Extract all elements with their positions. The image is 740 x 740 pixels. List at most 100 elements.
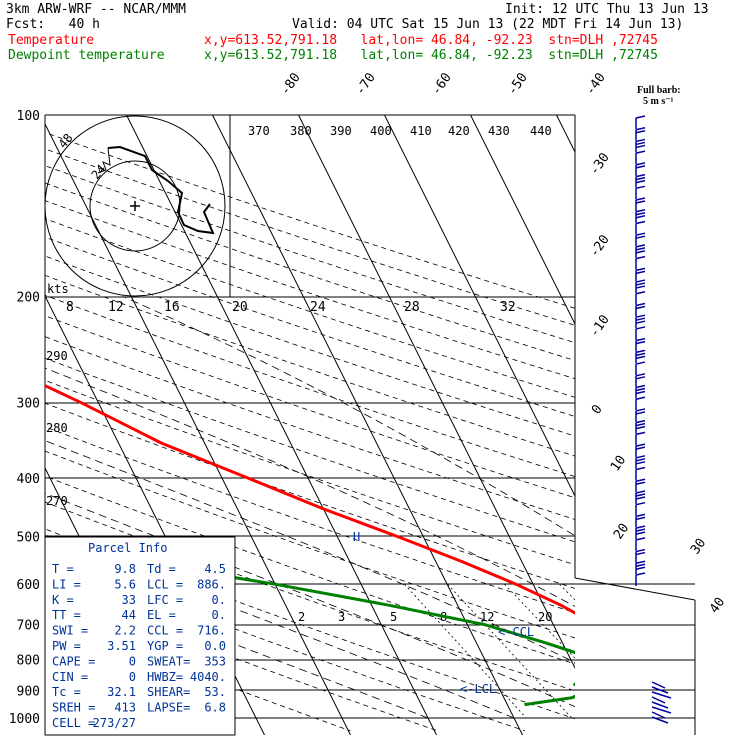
wind-barb-flag — [635, 176, 646, 181]
moist-adiabat — [45, 492, 575, 708]
wind-barb-flag — [635, 197, 646, 201]
wind-barb-flag — [635, 138, 646, 143]
wind-barb-flag — [635, 425, 646, 430]
wind-barb-flag — [635, 560, 646, 565]
wind-barb-flag — [635, 141, 646, 146]
dry-adiabat — [45, 501, 575, 692]
wind-barb-flag — [635, 291, 646, 295]
wind-barb — [635, 419, 646, 434]
isotherm-label: -70 — [353, 70, 379, 98]
wind-barb-flag — [635, 215, 646, 219]
parcel-value: 0. — [212, 593, 226, 607]
theta-label: 380 — [290, 124, 312, 138]
wind-barb-flag — [635, 490, 646, 494]
mixing-ratio-label: 5 — [390, 610, 397, 624]
mixing-ratio-label: 2 — [298, 610, 305, 624]
wind-barb — [635, 431, 646, 446]
wind-barb-flag — [635, 255, 646, 260]
parcel-value: 3.51 — [107, 639, 136, 653]
wind-barb-flag — [635, 337, 646, 342]
wind-barb-flag — [635, 466, 646, 471]
isotherm-label: -20 — [587, 232, 613, 260]
wind-barb-lower — [651, 701, 669, 709]
parcel-value: 0 — [129, 670, 136, 684]
wind-barb-flag — [635, 126, 646, 131]
forecast-hour: Fcst: 40 h — [6, 17, 100, 32]
hodograph-scale-label: 8 — [66, 300, 74, 315]
theta-label: 400 — [370, 124, 392, 138]
parcel-value: 6.8 — [204, 701, 226, 715]
pressure-label: 500 — [17, 530, 40, 545]
dry-adiabat — [45, 426, 575, 614]
isotherm-label: -40 — [583, 70, 609, 98]
wind-barb-flag — [635, 419, 646, 424]
isotherm-label: 20 — [611, 521, 632, 542]
hodograph-scale-label: 28 — [404, 300, 420, 315]
isotherm-label: 0 — [589, 402, 606, 417]
mixing-ratio-line — [504, 583, 575, 659]
parcel-value: 0 — [129, 654, 136, 668]
wind-barb-flag — [635, 376, 646, 380]
isotherm-line — [724, 105, 740, 740]
temperature-legend: Temperature — [8, 33, 95, 48]
wind-barb — [635, 349, 646, 364]
moist-adiabat — [45, 440, 575, 663]
parcel-label: CIN = — [52, 670, 88, 684]
pressure-label: 700 — [17, 619, 40, 634]
wind-barb-flag — [635, 528, 646, 532]
hodograph-trace — [107, 145, 215, 235]
wind-barb — [635, 314, 646, 329]
wind-barb-flag — [635, 422, 646, 427]
wind-barb-flag — [635, 340, 646, 345]
wind-barb-flag — [635, 384, 646, 389]
parcel-title: Parcel Info — [88, 541, 167, 555]
wind-barb-flag — [635, 501, 646, 506]
wind-barb-flag — [635, 387, 646, 392]
wind-barb-flag — [635, 551, 646, 556]
hodograph-ring-label: 48 — [56, 131, 76, 151]
wind-barb — [635, 548, 646, 563]
wind-barb — [635, 138, 646, 153]
wind-barb-lower — [651, 716, 669, 724]
wind-barb-flag — [635, 431, 646, 436]
wind-barb-flag — [635, 285, 646, 289]
wind-barb — [635, 501, 646, 516]
wind-barb-flag — [635, 162, 646, 166]
wind-barb-flag — [635, 516, 646, 521]
theta-label: 370 — [248, 124, 270, 138]
wind-barb — [635, 478, 646, 493]
temperature-profile — [45, 383, 575, 615]
moist-adiabat — [45, 534, 515, 719]
wind-barb — [635, 115, 646, 129]
parcel-label: Tc = — [52, 685, 81, 699]
wind-barb-flag — [635, 390, 646, 395]
wind-barb-flag — [635, 200, 646, 204]
barb-key-line1: Full barb: — [637, 85, 681, 96]
pressure-label: 100 — [17, 109, 40, 124]
mixing-ratio-line — [447, 583, 573, 719]
wind-barb-flag — [635, 270, 646, 275]
wind-barb — [635, 572, 646, 586]
wind-barb-flag — [635, 173, 646, 178]
isotherm-line — [45, 122, 352, 735]
wind-barb-flag — [635, 282, 646, 286]
parcel-value: 32.1 — [107, 685, 136, 699]
pressure-label: 600 — [17, 578, 40, 593]
parcel-label: T = — [52, 562, 74, 576]
wind-barb — [635, 513, 646, 528]
wind-barb-flag — [635, 481, 646, 485]
wind-barb — [635, 525, 646, 540]
parcel-label: SWI = — [52, 624, 88, 638]
parcel-value: 9.8 — [114, 562, 136, 576]
wind-barb-flag — [635, 455, 646, 459]
parcel-value: 413 — [114, 701, 136, 715]
isotherm-line — [297, 115, 575, 670]
wind-barb-flag — [635, 212, 646, 216]
wind-barb — [635, 302, 646, 317]
pressure-label: 900 — [17, 684, 40, 699]
parcel-label: PW = — [52, 639, 81, 653]
mixing-ratio-line — [404, 583, 527, 719]
wind-barb-lower — [651, 706, 672, 714]
wind-barb-flag — [635, 443, 646, 447]
hodograph: 48 24 kts 8 12 16 20 24 28 32 — [44, 115, 560, 315]
